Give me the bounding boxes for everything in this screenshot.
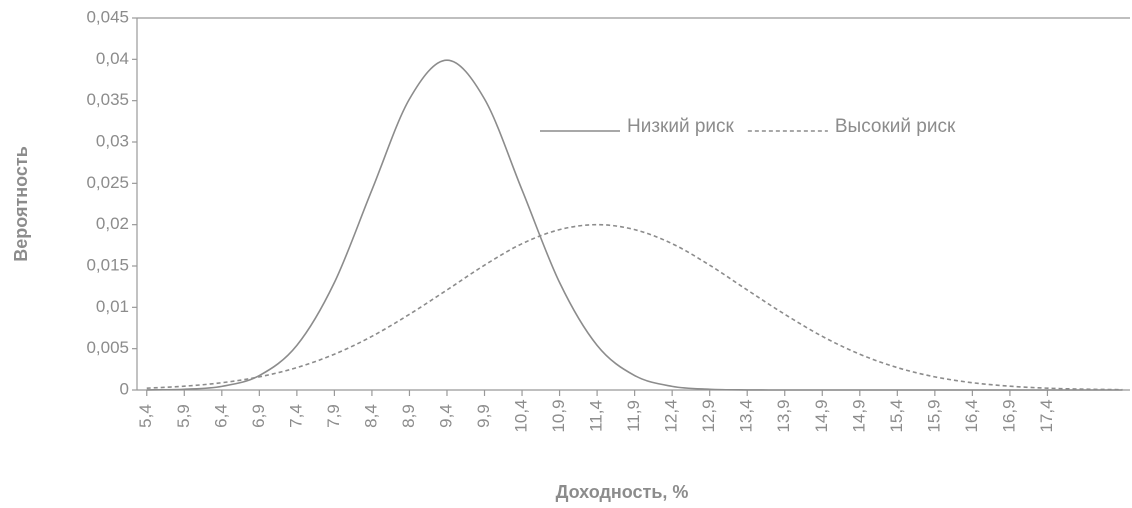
y-tick-label: 0,04 [96, 49, 129, 68]
y-axis-label: Вероятность [11, 146, 31, 262]
y-tick-label: 0,005 [86, 338, 129, 357]
y-tick-label: 0,025 [86, 173, 129, 192]
x-tick-label: 7,4 [286, 404, 305, 428]
x-tick-label: 9,9 [474, 404, 493, 428]
x-tick-label: 11,4 [587, 400, 606, 432]
x-tick-label: 15,4 [887, 399, 906, 432]
x-tick-label: 17,4 [1037, 399, 1056, 432]
line-series [146, 59, 1123, 391]
y-tick-label: 0,02 [96, 214, 129, 233]
x-tick-label: 13,9 [774, 399, 793, 432]
x-tick-label: 7,9 [324, 404, 343, 428]
y-tick-label: 0,045 [86, 7, 129, 26]
y-tick-label: 0,035 [86, 90, 129, 109]
x-tick-label: 16,4 [962, 399, 981, 432]
line-series [146, 223, 1123, 391]
x-tick-label: 15,9 [924, 399, 943, 432]
x-tick-label: 16,9 [999, 399, 1018, 432]
x-tick-label: 10,4 [512, 399, 531, 432]
x-tick-label: 10,9 [549, 399, 568, 432]
x-tick-label: 5,4 [136, 404, 155, 428]
x-tick-label: 14,9 [812, 399, 831, 432]
x-tick-label: 12,4 [662, 399, 681, 432]
x-tick-label: 11,9 [624, 400, 643, 432]
x-tick-label: 8,4 [361, 404, 380, 428]
legend-label: Высокий риск [835, 116, 956, 137]
x-tick-label: 9,4 [436, 404, 455, 428]
legend-label: Низкий риск [627, 116, 735, 137]
x-axis-label: Доходность, % [556, 482, 689, 502]
x-tick-label: 14,9 [849, 399, 868, 432]
x-tick-label: 13,4 [737, 399, 756, 432]
x-tick-label: 6,9 [249, 404, 268, 428]
y-tick-label: 0,03 [96, 131, 129, 150]
y-tick-label: 0 [120, 379, 129, 398]
y-tick-label: 0,015 [86, 255, 129, 274]
x-tick-label: 8,9 [399, 404, 418, 428]
x-tick-label: 5,9 [174, 404, 193, 428]
y-tick-label: 0,01 [96, 297, 129, 316]
x-tick-label: 12,9 [699, 399, 718, 432]
x-tick-label: 6,4 [211, 404, 230, 428]
